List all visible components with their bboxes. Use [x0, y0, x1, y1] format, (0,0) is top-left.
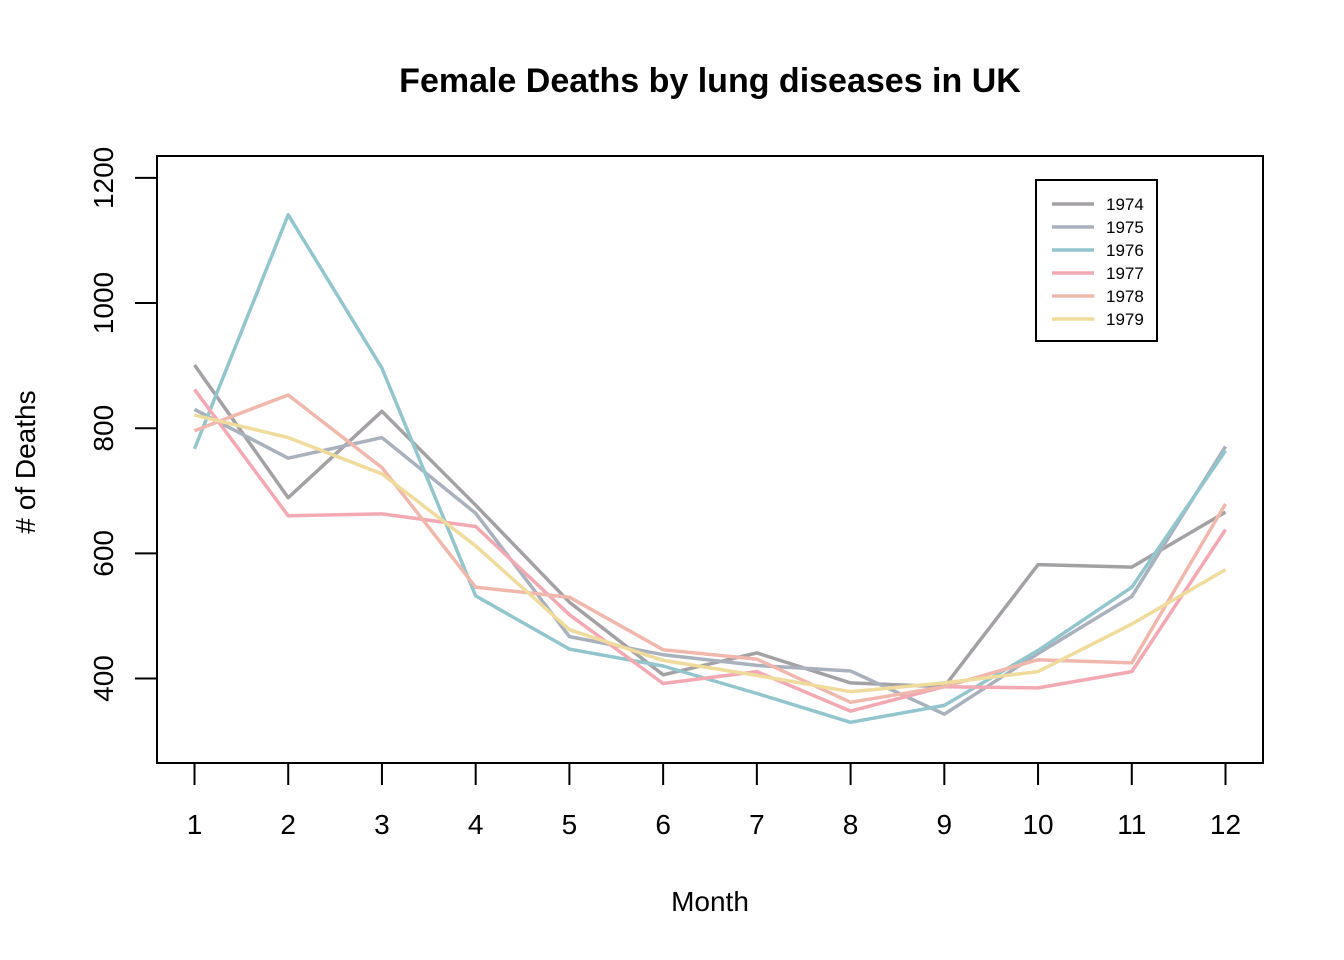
- x-tick-label: 12: [1210, 809, 1241, 840]
- legend-label: 1975: [1106, 218, 1144, 237]
- y-tick-label: 800: [88, 405, 119, 452]
- x-tick-label: 7: [749, 809, 765, 840]
- y-axis: 400 600 800 1000 1200: [88, 147, 158, 702]
- x-tick-label: 2: [280, 809, 296, 840]
- legend-box: [1035, 179, 1158, 342]
- y-tick-label: 400: [88, 655, 119, 702]
- x-tick-label: 11: [1117, 809, 1146, 840]
- y-tick-label: 1200: [88, 147, 119, 209]
- series-line-1975: [193, 407, 1227, 716]
- series-layer: [192, 213, 1228, 725]
- x-axis-label: Month: [671, 886, 749, 917]
- chart-title: Female Deaths by lung diseases in UK: [399, 62, 1021, 100]
- series-line-1978: [193, 393, 1228, 705]
- y-axis-label: # of Deaths: [10, 390, 41, 533]
- x-axis: 1 2 3 4 5 6 7 8 9 10 11 12: [187, 762, 1241, 840]
- y-tick-label: 1000: [88, 272, 119, 334]
- series-line-1974: [193, 363, 1227, 689]
- legend: 1974 1975 1976 1977 1978 1979: [1035, 179, 1158, 342]
- legend-label: 1978: [1106, 287, 1144, 306]
- x-tick-label: 4: [468, 809, 484, 840]
- y-tick-label: 600: [88, 530, 119, 577]
- series-line-1979: [194, 413, 1227, 694]
- legend-items: 1974 1975 1976 1977 1978 1979: [1052, 195, 1144, 329]
- series-line-1977: [193, 388, 1227, 713]
- x-tick-label: 1: [187, 809, 203, 840]
- x-tick-label: 5: [562, 809, 578, 840]
- legend-label: 1979: [1106, 310, 1144, 329]
- series-line-1976: [192, 213, 1227, 725]
- x-tick-label: 9: [937, 809, 953, 840]
- legend-label: 1977: [1106, 264, 1144, 283]
- x-tick-label: 3: [374, 809, 390, 840]
- legend-label: 1976: [1106, 241, 1144, 260]
- legend-label: 1974: [1106, 195, 1144, 214]
- x-tick-label: 8: [843, 809, 859, 840]
- x-tick-label: 10: [1022, 809, 1053, 840]
- x-tick-label: 6: [655, 809, 671, 840]
